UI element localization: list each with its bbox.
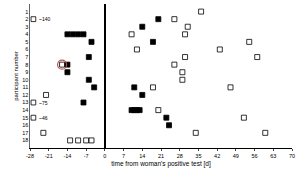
svg-text:28: 28 [177,153,183,159]
svg-text:9: 9 [25,69,28,75]
svg-text:12: 12 [22,92,28,98]
svg-text:13: 13 [22,99,28,105]
svg-text:~140: ~140 [39,16,50,22]
svg-text:-28: -28 [26,153,34,159]
svg-text:11: 11 [23,84,29,90]
svg-text:6: 6 [25,46,28,52]
svg-text:time from woman's positive tes: time from woman's positive test [d] [111,160,211,168]
svg-text:7: 7 [25,54,28,60]
svg-text:-14: -14 [63,153,71,159]
svg-text:70: 70 [289,153,295,159]
svg-text:8: 8 [25,62,28,68]
svg-text:4: 4 [25,31,28,37]
svg-text:63: 63 [270,153,276,159]
svg-text:14: 14 [139,153,145,159]
svg-text:~75: ~75 [39,100,48,106]
svg-text:42: 42 [214,153,220,159]
svg-text:0: 0 [103,153,106,159]
svg-text:35: 35 [195,153,201,159]
svg-text:7: 7 [122,153,125,159]
svg-text:2: 2 [25,16,28,22]
svg-text:1: 1 [25,9,28,15]
svg-text:14: 14 [22,107,28,113]
svg-text:10: 10 [22,77,28,83]
svg-text:56: 56 [252,153,258,159]
svg-text:17: 17 [22,130,28,136]
svg-text:49: 49 [233,153,239,159]
svg-text:21: 21 [158,153,164,159]
svg-text:-7: -7 [84,153,89,159]
svg-text:~46: ~46 [39,115,48,121]
svg-text:5: 5 [25,39,28,45]
svg-text:3: 3 [25,24,28,30]
svg-text:18: 18 [22,137,28,143]
svg-text:16: 16 [22,122,28,128]
svg-text:participant number: participant number [13,51,19,101]
svg-text:-21: -21 [45,153,53,159]
svg-text:15: 15 [22,115,28,121]
